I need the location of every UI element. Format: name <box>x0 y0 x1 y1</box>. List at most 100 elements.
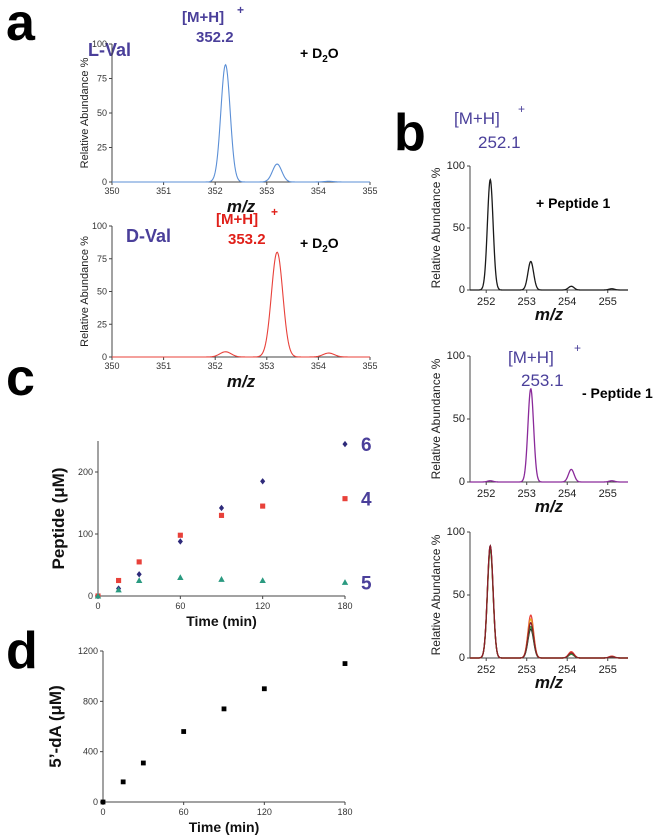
x-tick-label: 350 <box>104 361 119 371</box>
y-tick-label: 0 <box>88 591 93 601</box>
data-point <box>116 577 122 584</box>
y-tick-label: 0 <box>93 797 98 807</box>
y-tick-label: 100 <box>447 160 465 172</box>
x-tick-label: 352 <box>208 186 223 196</box>
x-axis-label: Time (min) <box>189 819 260 835</box>
chart-b-overlay: 0 50 100 252 253 254 255 Relative Abundance % m/… <box>429 526 628 692</box>
data-point <box>260 478 266 485</box>
y-tick-label: 800 <box>83 696 98 706</box>
y-tick-label: 50 <box>97 287 107 297</box>
isomer-label-d-val: D-Val <box>126 226 171 246</box>
x-axis-label: Time (min) <box>186 613 257 629</box>
x-tick-label: 254 <box>558 488 576 500</box>
data-point <box>218 504 225 512</box>
data-point <box>177 538 183 545</box>
y-tick-label: 0 <box>102 352 107 362</box>
ion-charge: + <box>574 341 581 355</box>
y-tick-label: 50 <box>97 108 107 118</box>
data-point <box>135 577 143 584</box>
spectrum-line <box>112 251 370 358</box>
chart-d-5da-time: 0 400 800 1200 0 60 120 180 Time (min) 5’-dA (μM) <box>46 646 353 835</box>
x-tick-label: 254 <box>558 664 576 676</box>
y-tick-label: 50 <box>453 222 465 234</box>
panel-label-a: a <box>6 0 36 52</box>
condition-label: + Peptide 1 <box>536 195 611 211</box>
x-tick-label: 120 <box>255 601 270 611</box>
chart-a-l-val: [M+H] + 352.2 L-Val + D2O 0 25 50 75 100 350 3… <box>79 3 378 216</box>
y-axis-label: 5’-dA (μM) <box>46 685 65 767</box>
ion-label: [M+H] <box>508 348 554 367</box>
ion-charge: + <box>271 205 278 219</box>
spectrum-line <box>470 544 628 659</box>
chart-c-peptide-time: 0 100 200 0 60 120 180 Time (min) Peptide (μM) 6 4… <box>49 435 372 629</box>
condition-label: + D2O <box>300 235 339 255</box>
chart-b-minus-peptide: [M+H] + 253.1 - Peptide 1 0 50 100 252 253 25… <box>429 341 653 516</box>
data-point <box>218 576 225 582</box>
y-tick-label: 75 <box>97 254 107 264</box>
y-axis-label: Peptide (μM) <box>49 467 68 569</box>
x-tick-label: 254 <box>558 296 576 308</box>
y-tick-label: 50 <box>453 413 465 425</box>
x-tick-label: 355 <box>362 186 377 196</box>
x-tick-label: 252 <box>477 296 495 308</box>
spectrum-line <box>112 63 370 183</box>
x-tick-label: 351 <box>156 361 171 371</box>
x-tick-label: 253 <box>518 664 536 676</box>
y-tick-label: 0 <box>459 476 465 488</box>
y-tick-label: 0 <box>459 652 465 664</box>
data-point <box>342 661 348 666</box>
x-tick-label: 252 <box>477 488 495 500</box>
x-tick-label: 355 <box>362 361 377 371</box>
x-tick-label: 353 <box>259 186 274 196</box>
x-axis-label: m/z <box>227 197 256 216</box>
x-tick-label: 180 <box>337 601 352 611</box>
panel-label-c: c <box>6 349 35 407</box>
x-tick-label: 60 <box>179 807 189 817</box>
y-tick-label: 1200 <box>78 646 98 656</box>
x-tick-label: 60 <box>175 601 185 611</box>
y-axis-label: Relative Abundance % <box>79 236 91 347</box>
data-point <box>177 532 183 538</box>
data-point <box>100 799 106 805</box>
y-tick-label: 200 <box>78 467 93 477</box>
peak-label: 352.2 <box>196 29 234 46</box>
ion-charge: + <box>518 102 525 116</box>
x-axis-label: m/z <box>227 372 256 391</box>
y-tick-label: 100 <box>78 529 93 539</box>
panel-label-d: d <box>6 622 38 680</box>
series-label-5: 5 <box>361 573 372 594</box>
x-axis-label: m/z <box>535 497 564 516</box>
x-tick-label: 354 <box>311 361 326 371</box>
ion-label: [M+H] <box>454 109 500 128</box>
y-tick-label: 100 <box>447 350 465 362</box>
series-label-6: 6 <box>361 435 372 456</box>
data-point <box>341 579 349 585</box>
y-tick-label: 100 <box>92 221 107 231</box>
spectrum-line <box>470 177 628 291</box>
y-tick-label: 0 <box>102 177 107 187</box>
isomer-label-l-val: L-Val <box>88 40 131 60</box>
y-tick-label: 100 <box>447 526 465 538</box>
condition-label: + D2O <box>300 45 339 65</box>
ion-label: [M+H] <box>216 211 258 228</box>
data-point <box>259 577 266 584</box>
x-tick-label: 0 <box>95 601 100 611</box>
data-point <box>177 574 184 580</box>
peak-label: 353.2 <box>228 231 266 248</box>
data-point <box>120 779 126 785</box>
y-tick-label: 0 <box>459 284 465 296</box>
y-tick-label: 400 <box>83 747 98 757</box>
x-tick-label: 0 <box>100 807 105 817</box>
x-tick-label: 180 <box>337 807 352 817</box>
y-axis-label: Relative Abundance % <box>79 57 91 168</box>
x-tick-label: 255 <box>599 296 617 308</box>
x-tick-label: 351 <box>156 186 171 196</box>
data-point <box>136 559 142 565</box>
spectrum-line <box>470 388 628 483</box>
data-point <box>181 729 187 734</box>
peak-label: 253.1 <box>521 371 564 390</box>
data-point <box>261 686 267 692</box>
x-tick-label: 353 <box>259 361 274 371</box>
data-point <box>342 440 348 448</box>
